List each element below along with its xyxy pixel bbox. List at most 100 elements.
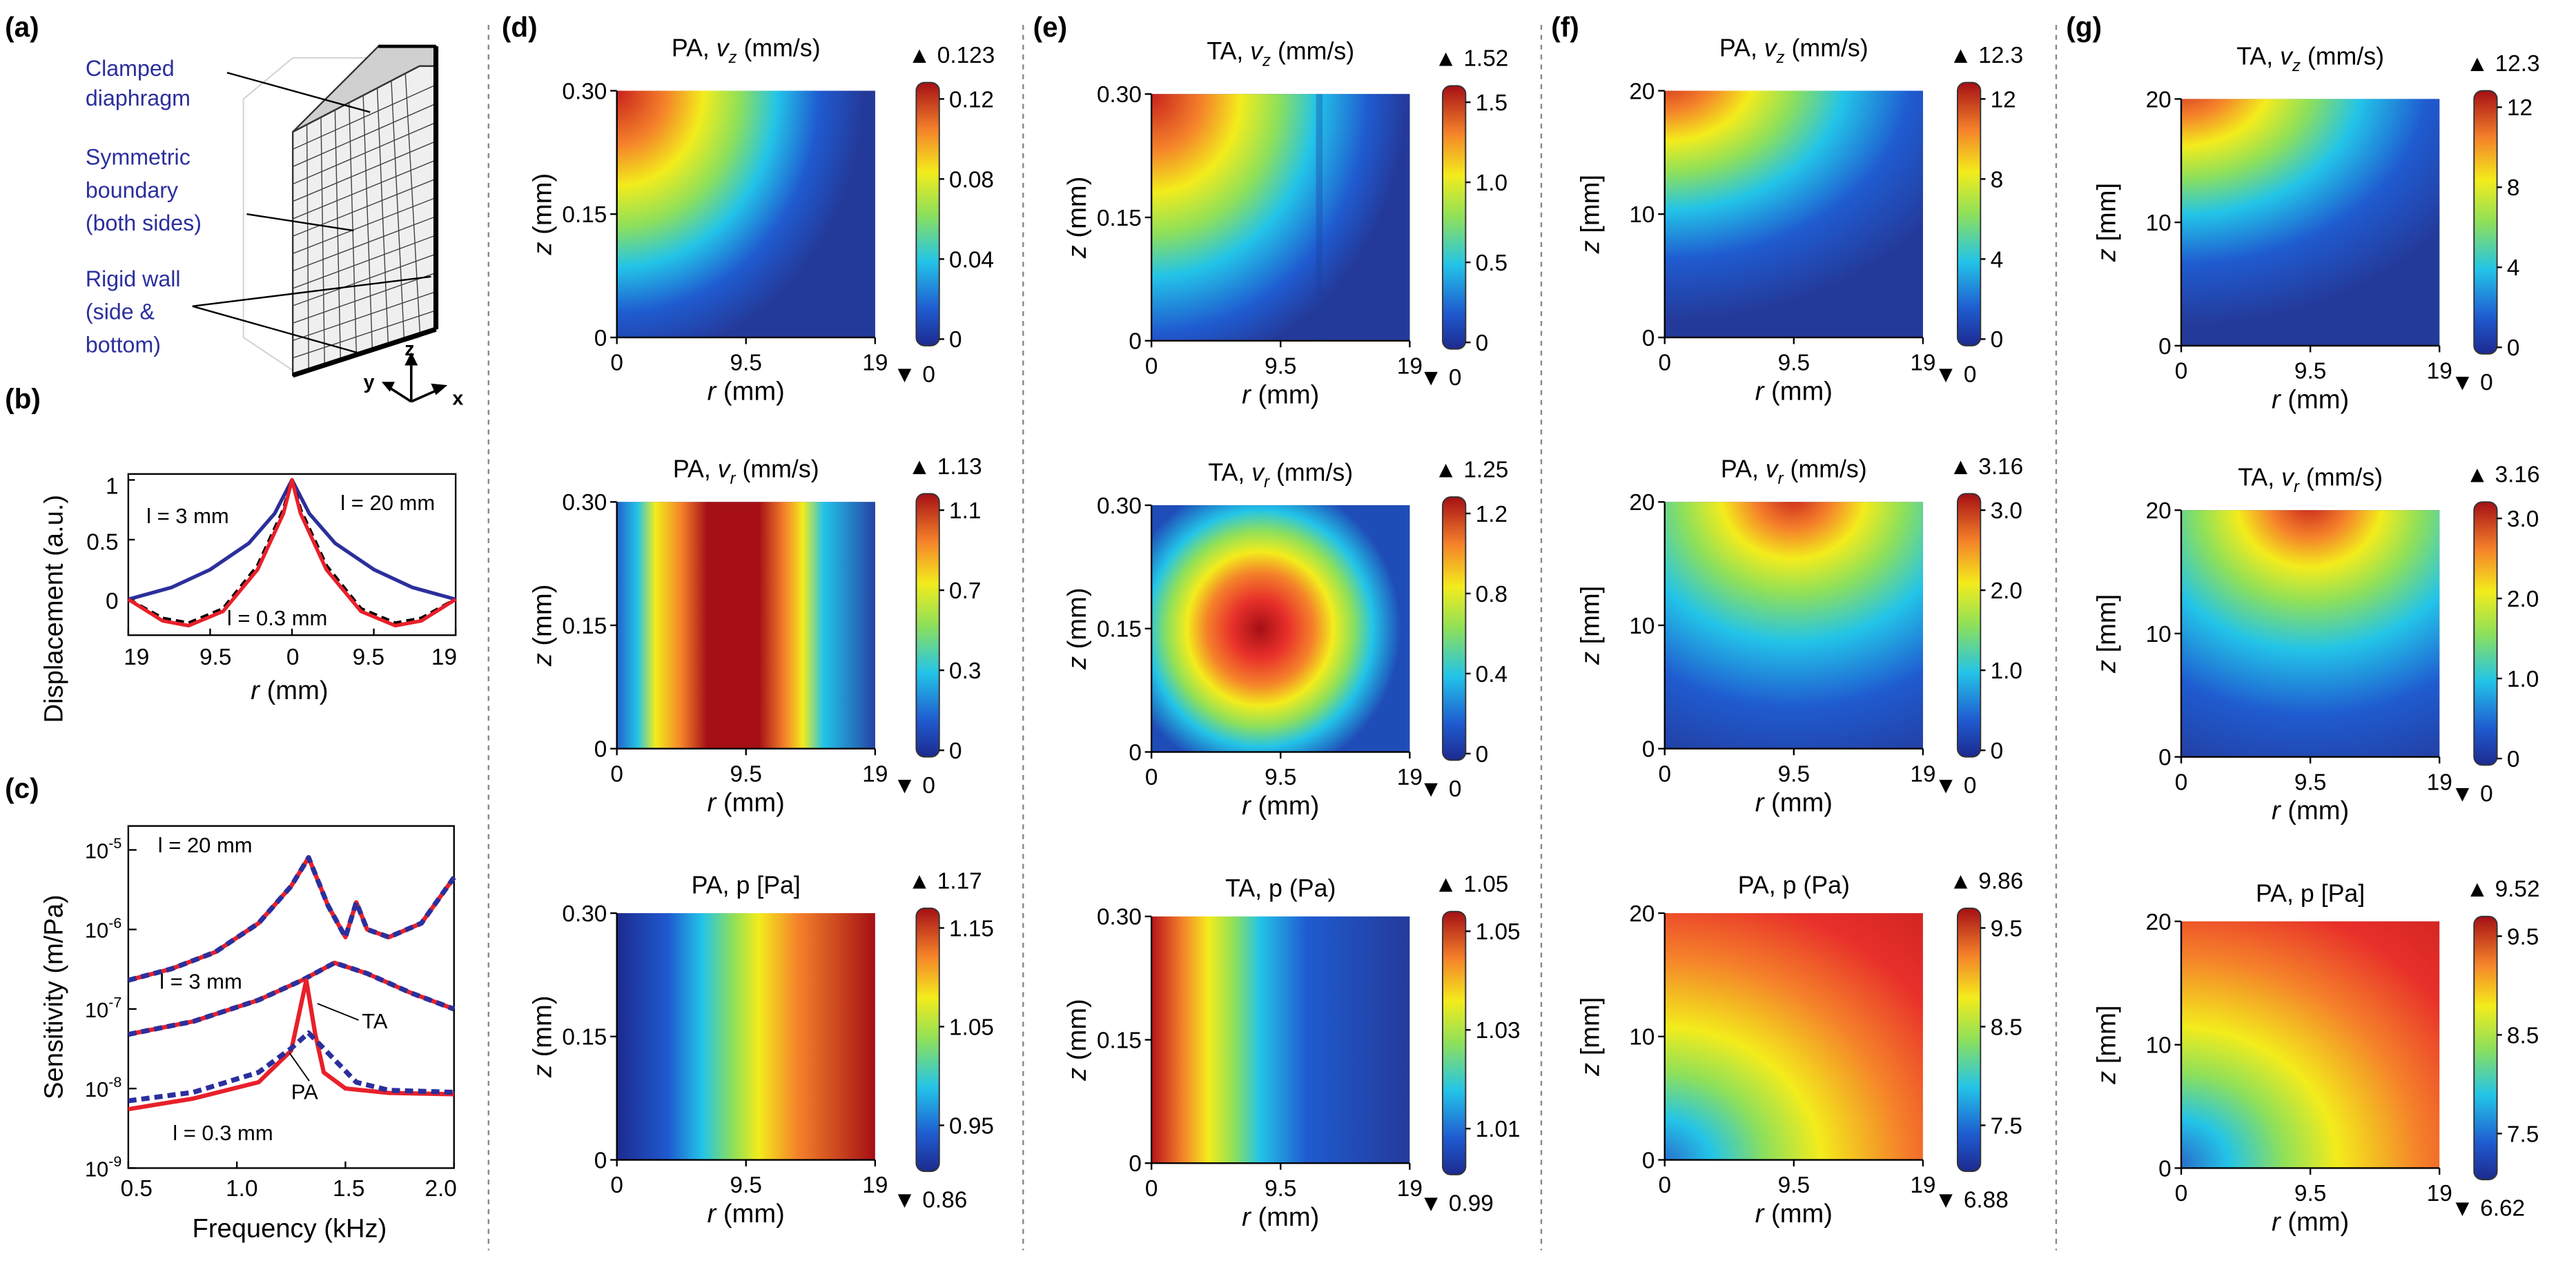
colorbar-min-label: ▼ 6.62 [2451,1196,2525,1222]
heatmap-field [1151,94,1410,341]
x-tick-label: 1.5 [333,1176,364,1202]
colorbar [915,493,940,758]
y-tick-label: 0.30 [1097,82,1142,108]
annotation-ta: TA [362,1009,388,1033]
y-tick-label: 0.30 [562,79,607,104]
colorbar [915,907,940,1173]
y-tick-label: 0.15 [562,1025,607,1050]
x-tick-label: 0 [1145,353,1158,379]
colorbar-tick-label: 0.7 [949,578,981,604]
panel-a-model: Clamped diaphragm Symmetric boundary (bo… [86,44,463,410]
colorbar-min-label: ▼ 0 [1935,773,1977,799]
y-tick-label: 0.30 [562,490,607,516]
x-tick-label: 9.5 [1778,1173,1810,1198]
x-tick-label: 0 [1658,1173,1671,1198]
heatmap-field [2181,921,2440,1168]
y-tick-label: 10-9 [85,1153,122,1181]
x-tick-label: 9.5 [1778,351,1810,376]
heatmap-title: TA, vr (mm/s) [1208,458,1353,491]
annotation-pa: PA [291,1079,318,1104]
x-tick-label: 0 [1145,765,1158,790]
x-axis-label: r (mm) [1242,791,1319,821]
leader-lines [192,72,431,355]
x-tick-label: 0 [1145,1176,1158,1202]
x-axis-label: r (mm) [2272,1207,2349,1237]
colorbar-min-label: ▼ 0 [2451,370,2493,395]
heatmap-title: PA, vz (mm/s) [1719,34,1868,67]
colorbar-tick-label: 1.0 [1476,170,1507,196]
y-tick-label: 0.15 [1097,617,1142,643]
y-tick-label: 0.30 [562,901,607,927]
y-tick-label: 0.15 [1097,206,1142,231]
x-tick-label: 0 [2175,770,2188,795]
panel-label: (a) [5,11,39,43]
colorbar-tick-label: 0.5 [1476,251,1507,276]
y-tick-label: 0 [1642,1148,1655,1173]
y-axis-label: z [mm] [1575,175,1605,254]
y-tick-label: 0.15 [1097,1028,1142,1053]
colorbar [1442,910,1467,1175]
x-axis-label: r (mm) [1242,1202,1319,1232]
y-tick-label: 0.30 [1097,905,1142,930]
y-tick-label: 10-6 [85,914,122,942]
x-axis-label: r (mm) [2272,384,2349,414]
x-tick-label: 19 [1397,353,1423,379]
y-tick-label: 10-5 [85,835,122,863]
colorbar-min-label: ▼ 0 [1420,365,1462,391]
axis-y: y [364,371,375,393]
x-tick-label: 0 [1658,351,1671,376]
x-tick-label: 0 [610,351,623,376]
annotation-l3: l = 3 mm [146,504,229,528]
y-tick-label: 0.5 [86,529,118,555]
x-tick-label: 19 [1910,761,1935,787]
series-line [128,1030,454,1104]
heatmap-field [1151,505,1410,752]
x-tick-label: 9.5 [199,645,231,670]
y-tick-label: 20 [1629,79,1655,104]
colorbar-tick-label: 2.0 [2507,587,2539,612]
series-line [127,478,457,628]
y-tick-label: 0.15 [562,614,607,639]
colorbar [2473,915,2498,1181]
panel-label: (g) [2066,11,2102,43]
colorbar-tick-label: 1.03 [1476,1018,1521,1044]
plot-frame [127,825,455,1169]
colorbar-max-label: ▲ 12.3 [1949,43,2023,68]
y-tick-label: 10 [2146,1033,2172,1059]
heatmap-field [2181,510,2440,757]
heatmap-field [616,913,875,1160]
heatmap-panel: PA, p (Pa) 20 10 00 9.5 19 r (mm) z [mm] 9.5 8.5 7… [1575,868,2023,1229]
series-line [128,960,456,1037]
colorbar-tick-label: 0 [949,327,962,353]
y-axis-label: z [mm] [2092,594,2122,674]
heatmap-title: PA, vr (mm/s) [673,456,819,489]
label-diaphragm: diaphragm [86,86,191,110]
label-both-sides: (both sides) [86,211,202,235]
x-tick-label: 0 [2175,1181,2188,1206]
label-clamped: Clamped [86,56,175,81]
x-tick-label: 9.5 [1265,765,1296,790]
x-tick-label: 19 [2427,770,2452,795]
y-tick-label: 0 [1129,329,1142,355]
x-axis-label: r (mm) [708,377,785,407]
x-axis-label: r (mm) [708,787,785,817]
y-tick-label: 0 [1129,1151,1142,1177]
y-tick-label: 0 [2158,334,2172,360]
x-tick-label: 19 [1397,765,1423,790]
tick-marks [127,849,455,1169]
x-tick-label: 19 [2427,359,2452,384]
colorbar [915,81,940,346]
heatmap-panel: PA, p [Pa] 0.30 0.15 00 9.5 19 r (mm) z (mm) 1.1… [527,868,994,1229]
heatmap-field [1664,913,1923,1160]
y-tick-label: 0 [106,589,119,614]
colorbar-tick-label: 1.05 [1476,919,1521,945]
colorbar-tick-label: 1.0 [1991,658,2022,684]
annotation-l20: l = 20 mm [340,491,435,515]
x-tick-label: 9.5 [1265,1176,1296,1202]
heatmap-title: TA, vr (mm/s) [2238,463,2383,496]
y-tick-label: 0 [2158,1156,2172,1182]
